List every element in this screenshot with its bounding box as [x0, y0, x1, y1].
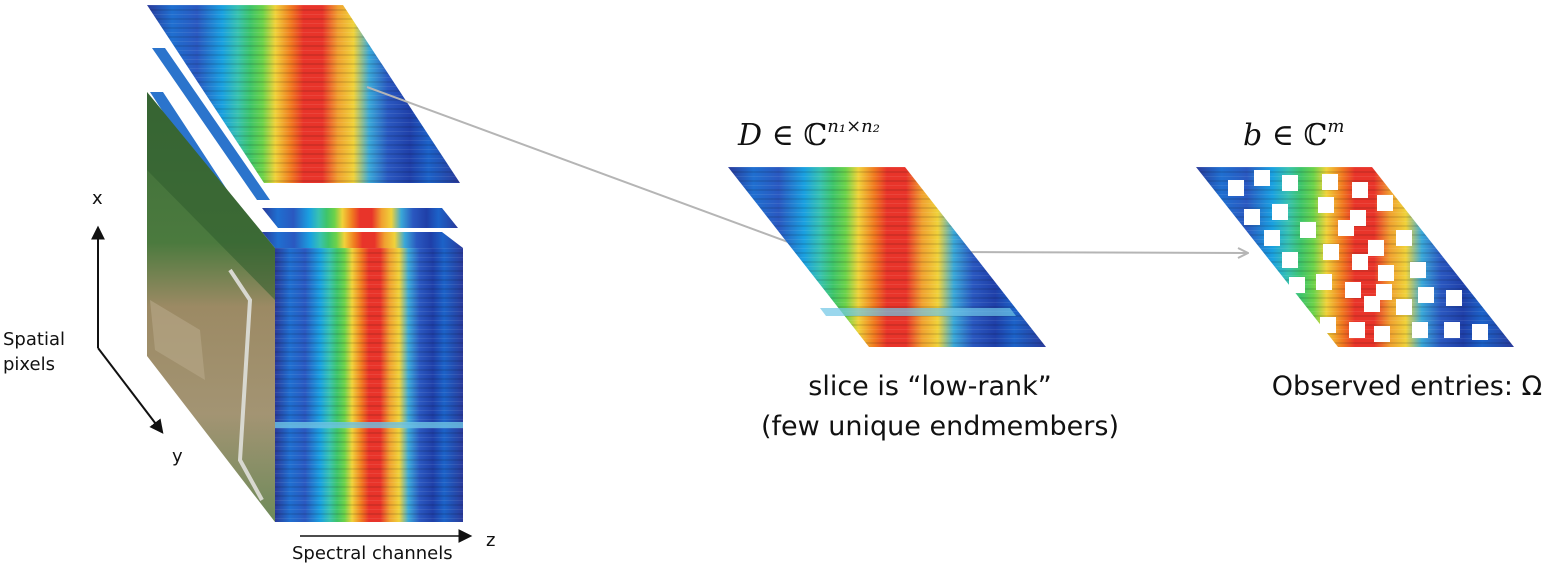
observed-math-label: b ∈ ℂm: [1243, 118, 1345, 151]
mask-square: [1320, 317, 1336, 333]
cube-top-slice: [147, 5, 460, 183]
mask-square: [1244, 209, 1260, 225]
cube-axes: [91, 225, 473, 543]
mask-square: [1364, 296, 1380, 312]
slice-math-exp: n₁×n₂: [827, 116, 880, 137]
mask-square: [1374, 326, 1390, 342]
observed-caption: Observed entries: Ω: [1271, 371, 1543, 402]
mask-square: [1323, 244, 1339, 260]
mask-square: [1446, 290, 1462, 306]
mask-square: [1338, 220, 1354, 236]
observed-math-exp: m: [1327, 116, 1345, 137]
axis-y-label: y: [172, 446, 183, 467]
spatial-label-line2: pixels: [3, 354, 55, 375]
mask-square: [1368, 240, 1384, 256]
mask-square: [1254, 170, 1270, 186]
hyperspectral-cube: [91, 5, 473, 543]
slice-math-rel: ∈: [771, 118, 794, 153]
axis-x-label: x: [92, 188, 103, 209]
mask-square: [1282, 175, 1298, 191]
slice-math-set: ℂ: [803, 118, 828, 153]
mask-square: [1377, 195, 1393, 211]
observed-mask-squares: [1228, 170, 1488, 342]
mask-square: [1322, 174, 1338, 190]
mask-square: [1418, 287, 1434, 303]
observed-math-rel: ∈: [1271, 118, 1294, 153]
observed-math-var: b: [1243, 118, 1263, 153]
spatial-label-line1: Spatial: [3, 329, 65, 350]
mask-square: [1396, 299, 1412, 315]
sampling-arrow: [951, 252, 1248, 253]
slice-extract-arrow: [366, 86, 826, 256]
mask-square: [1396, 230, 1412, 246]
slice-caption-line1: slice is “low-rank”: [808, 371, 1052, 402]
mask-square: [1264, 230, 1280, 246]
mask-square: [1289, 277, 1305, 293]
axis-y-arrow: [97, 347, 164, 434]
slice-matrix: [728, 167, 1046, 347]
spectral-channels-label: Spectral channels: [292, 543, 453, 564]
mask-square: [1316, 274, 1332, 290]
mask-square: [1228, 180, 1244, 196]
observed-math-set: ℂ: [1303, 118, 1328, 153]
mask-square: [1352, 182, 1368, 198]
mask-square: [1378, 265, 1394, 281]
cube-image-face: [147, 92, 275, 522]
mask-square: [1318, 197, 1334, 213]
mask-square: [1444, 322, 1460, 338]
mask-square: [1472, 324, 1488, 340]
axis-z-label: z: [486, 530, 496, 551]
mask-square: [1282, 252, 1298, 268]
slice-math-label: D ∈ ℂn₁×n₂: [738, 118, 880, 151]
mask-square: [1272, 204, 1288, 220]
mask-square: [1300, 222, 1316, 238]
slice-math-var: D: [738, 118, 763, 153]
mask-square: [1352, 254, 1368, 270]
mask-square: [1349, 322, 1365, 338]
slice-caption-line2: (few unique endmembers): [760, 411, 1119, 442]
cube-spectral-face: [262, 232, 463, 522]
mask-square: [1412, 322, 1428, 338]
mask-square: [1345, 282, 1361, 298]
mask-square: [1410, 262, 1426, 278]
